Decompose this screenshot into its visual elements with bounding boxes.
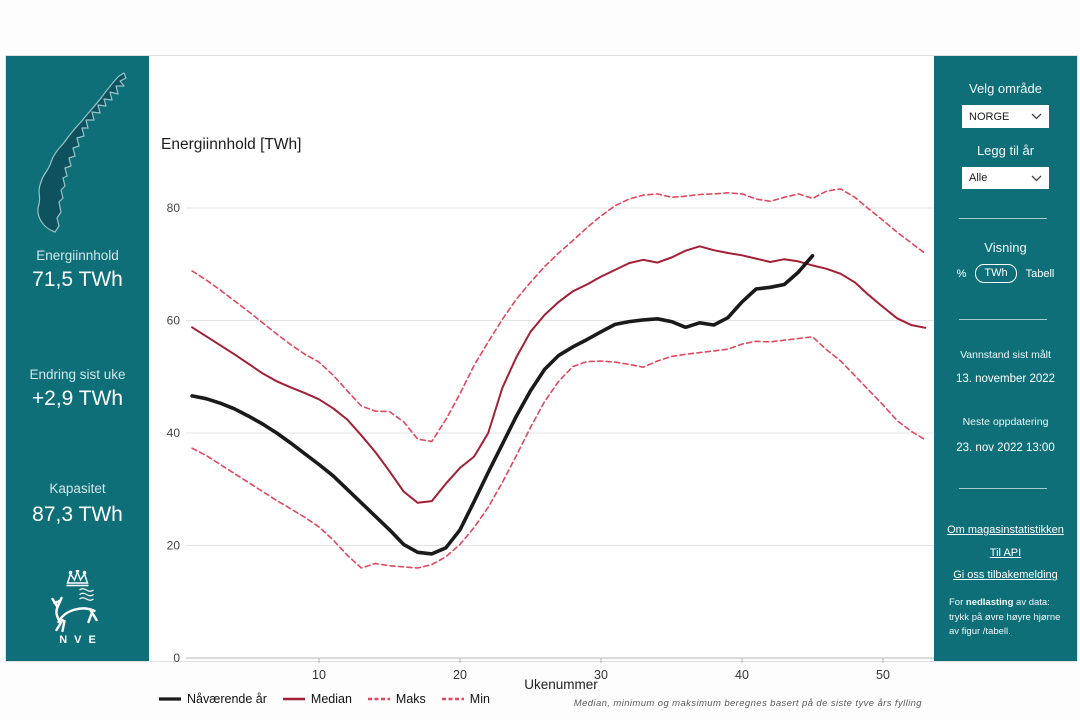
legend-label: Maks: [395, 692, 426, 706]
select-area-label: Velg område: [969, 81, 1042, 96]
legend-line-sample: [159, 697, 181, 701]
y-tick-label: 60: [167, 314, 181, 328]
next-update-value: 23. nov 2022 13:00: [956, 442, 1055, 454]
y-tick-label: 0: [173, 651, 180, 665]
energy-content-value: 71,5 TWh: [32, 268, 123, 291]
chart-legend: Nåværende år Median Maks Min: [158, 692, 490, 706]
x-axis-label: Ukenummer: [524, 677, 598, 692]
year-select[interactable]: Alle: [962, 167, 1049, 189]
about-statistics-link[interactable]: Om magasinstatistikken: [947, 524, 1064, 536]
y-tick-label: 40: [167, 426, 181, 440]
area-select[interactable]: NORGE: [962, 105, 1049, 128]
view-option-twh[interactable]: TWh: [975, 264, 1017, 283]
divider: [959, 488, 1047, 489]
weekly-change-label: Endring sist uke: [29, 367, 126, 382]
series-line-maks: [191, 188, 927, 443]
energy-content-chart: 0 20 40 60 80 10 20 30 40 50: [167, 188, 936, 682]
legend-item: Nåværende år: [158, 692, 267, 706]
x-tick-label: 40: [735, 668, 749, 682]
area-select-value: NORGE: [969, 110, 1010, 123]
legend-item: Median: [282, 692, 352, 706]
x-tick-label: 20: [453, 668, 467, 682]
legend-line-sample: [367, 697, 390, 701]
legend-line-sample: [441, 697, 464, 701]
view-option-percent[interactable]: %: [956, 267, 967, 280]
view-label: Visning: [984, 240, 1027, 255]
nve-logo-icon: [51, 570, 98, 632]
feedback-link[interactable]: Gi oss tilbakemelding: [953, 569, 1058, 581]
download-note: For nedlasting av data: trykk på øvre hø…: [949, 596, 1063, 640]
x-tick-label: 50: [876, 668, 890, 682]
download-note-prefix: For: [949, 597, 966, 608]
y-tick-label: 80: [167, 201, 181, 215]
legend-label: Median: [310, 692, 352, 706]
chart-footnote: Median, minimum og maksimum beregnes bas…: [573, 698, 922, 709]
view-option-table[interactable]: Tabell: [1025, 267, 1055, 280]
last-measured-value: 13. november 2022: [955, 373, 1056, 385]
right-sidebar: Velg område NORGE Legg til år Alle Visni…: [934, 56, 1077, 661]
divider: [959, 218, 1047, 219]
legend-item: Min: [441, 692, 490, 706]
series-line-min: [191, 336, 927, 569]
last-measured-label: Vannstand sist målt: [960, 349, 1051, 361]
divider: [959, 319, 1047, 320]
chart-title: Energiinnhold [TWh]: [161, 136, 302, 153]
legend-line-sample: [282, 697, 305, 701]
api-link[interactable]: Til API: [989, 547, 1022, 559]
legend-label: Nåværende år: [187, 692, 267, 706]
left-sidebar: Energiinnhold 71,5 TWh Endring sist uke …: [6, 56, 149, 661]
weekly-change-value: +2,9 TWh: [31, 387, 124, 410]
magasinstatistikk-app: Energiinnhold 71,5 TWh Endring sist uke …: [5, 55, 1078, 709]
series-line-median: [191, 245, 927, 504]
download-note-rest: av data: trykk på øvre høyre hjørne av f…: [949, 597, 1061, 638]
legend-item: Maks: [367, 692, 426, 706]
series-line-n-v-rende-r: [190, 254, 815, 556]
add-year-label: Legg til år: [976, 143, 1035, 158]
capacity-value: 87,3 TWh: [32, 503, 123, 526]
year-select-value: Alle: [969, 172, 988, 184]
next-update-label: Neste oppdatering: [962, 416, 1049, 428]
chevron-down-icon: [1031, 113, 1042, 120]
energy-content-label: Energiinnhold: [36, 248, 119, 263]
download-note-bold: nedlasting: [965, 597, 1014, 608]
chevron-down-icon: [1031, 175, 1042, 181]
y-tick-label: 20: [167, 539, 181, 553]
x-tick-label: 30: [594, 668, 608, 682]
nve-logo-text: NVE: [59, 634, 103, 646]
capacity-label: Kapasitet: [49, 481, 106, 496]
legend-label: Min: [469, 692, 490, 706]
norway-map: [37, 72, 127, 233]
x-tick-label: 10: [312, 668, 326, 682]
